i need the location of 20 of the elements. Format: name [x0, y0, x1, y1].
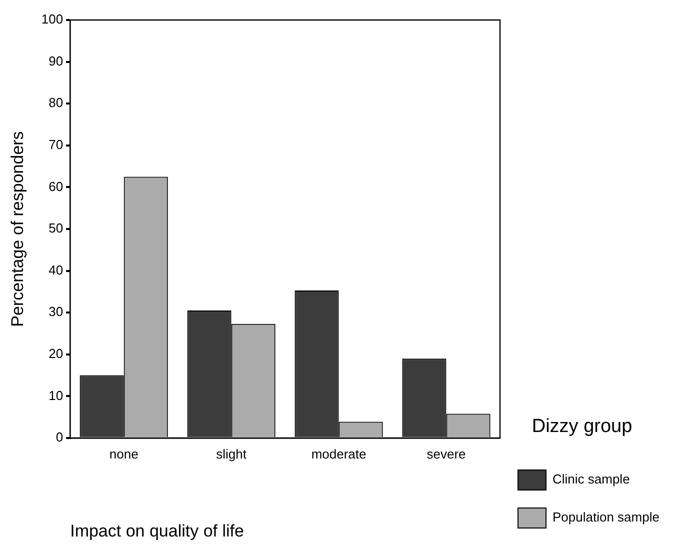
- y-tick-label: 80: [48, 95, 64, 110]
- x-axis-title: Impact on quality of life: [70, 521, 244, 540]
- y-tick-label: 50: [48, 220, 64, 236]
- x-tick-label: slight: [216, 446, 247, 462]
- y-tick-label: 100: [41, 12, 64, 27]
- y-tick-label: 90: [48, 53, 64, 68]
- x-tick-label: severe: [426, 446, 466, 462]
- y-tick-label: 10: [48, 388, 64, 403]
- legend-title: Dizzy group: [532, 416, 632, 437]
- x-tick-label: moderate: [311, 446, 366, 462]
- y-axis-title: Percentage of responders: [8, 131, 27, 327]
- y-tick-label: 20: [48, 346, 64, 361]
- y-tick-label: 0: [56, 430, 64, 445]
- legend-label: Clinic sample: [552, 472, 630, 487]
- y-tick-label: 40: [48, 262, 64, 278]
- y-tick-label: 70: [48, 136, 64, 152]
- y-tick-label: 60: [48, 178, 64, 194]
- x-tick-label: none: [109, 446, 138, 462]
- legend-label: Population sample: [552, 510, 660, 525]
- y-tick-label: 30: [48, 304, 64, 320]
